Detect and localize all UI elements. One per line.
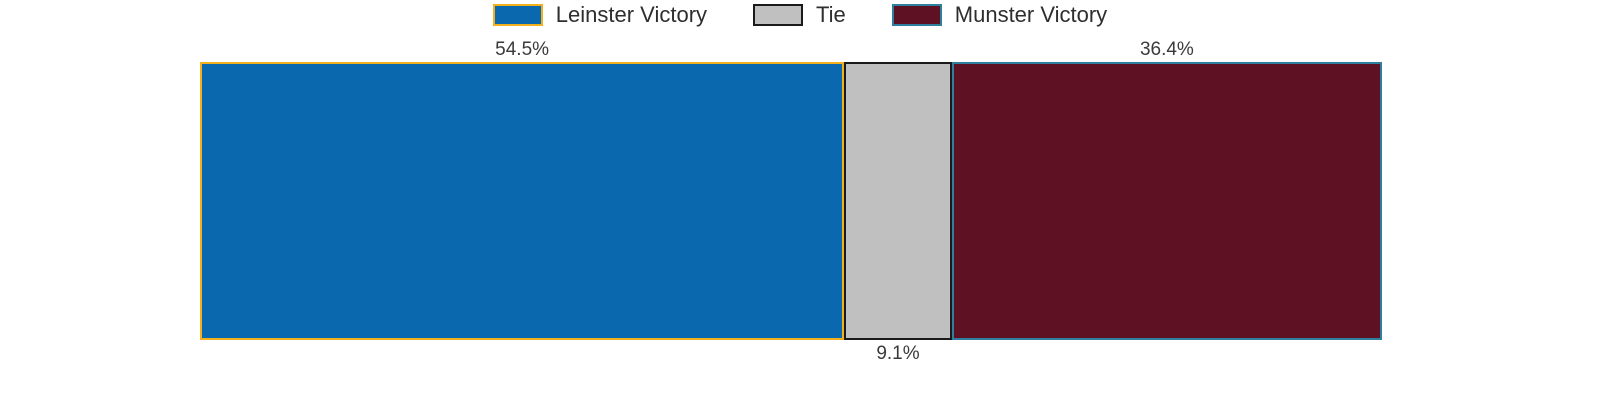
chart-legend: Leinster Victory Tie Munster Victory [0,2,1600,28]
legend-swatch-munster-victory [891,4,942,26]
data-label-leinster-victory: 54.5% [495,39,550,60]
legend-swatch-tie [753,4,804,26]
stacked-bar-chart: 54.5% 9.1% 36.4% [200,40,1382,364]
bar-segment-leinster-victory [200,62,845,340]
stacked-bar [200,62,1382,340]
bar-segment-munster-victory [951,62,1382,340]
data-label-tie: 9.1% [876,343,920,364]
legend-item-leinster-victory: Leinster Victory [492,2,708,28]
legend-label: Leinster Victory [555,2,708,27]
legend-swatch-leinster-victory [492,4,543,26]
data-label-munster-victory: 36.4% [1139,39,1194,60]
legend-item-tie: Tie [753,2,846,28]
legend-item-munster-victory: Munster Victory [891,2,1108,28]
legend-label: Tie [816,2,846,27]
bar-segment-tie [844,62,952,340]
legend-label: Munster Victory [954,2,1108,27]
